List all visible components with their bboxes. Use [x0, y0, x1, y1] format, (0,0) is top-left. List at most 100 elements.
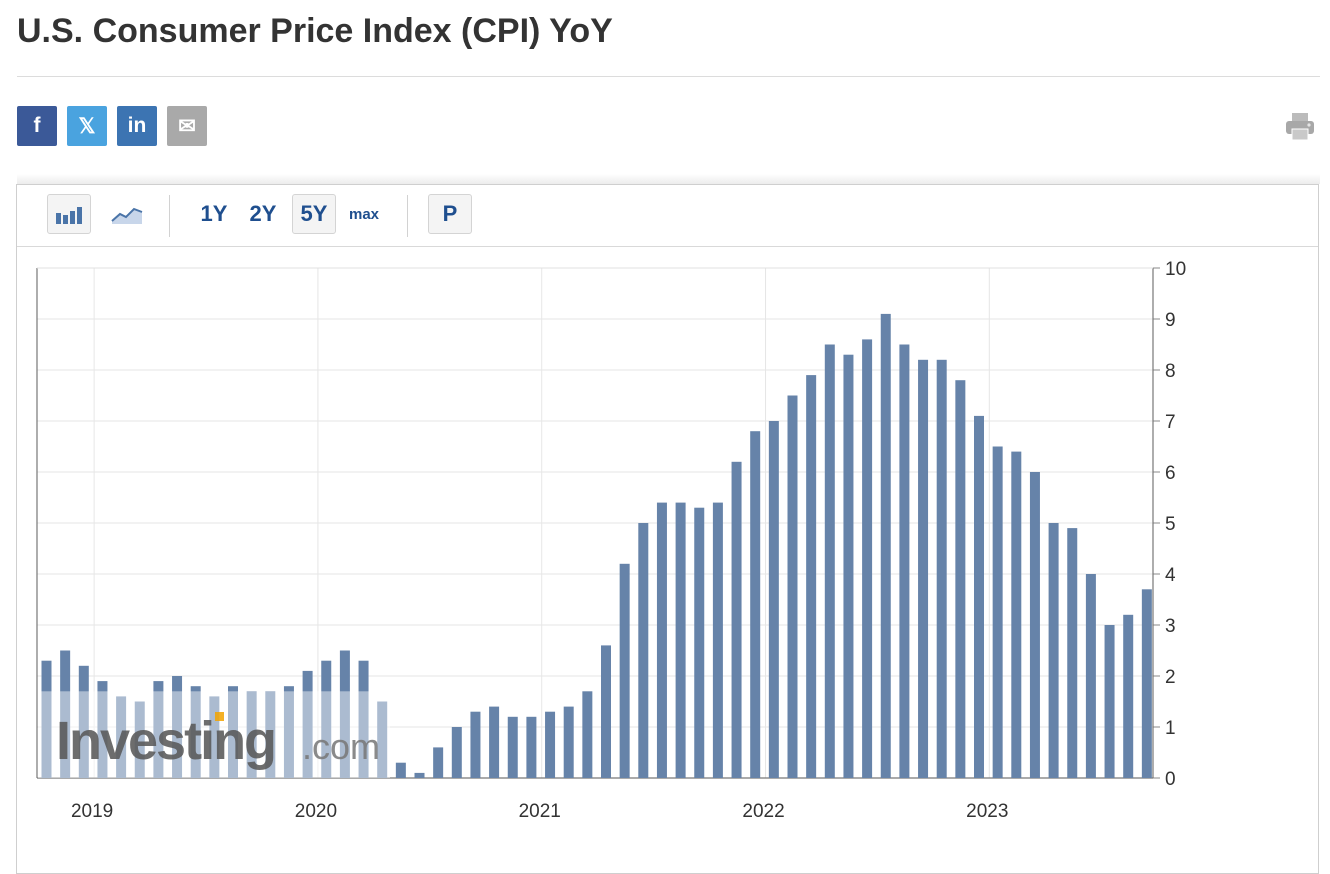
cpi-bar [97, 681, 108, 778]
cpi-bar [638, 523, 649, 778]
cpi-bar [321, 660, 332, 778]
cpi-bar [992, 446, 1003, 778]
cpi-bar [936, 359, 947, 778]
cpi-bar [1123, 614, 1134, 778]
cpi-bar [153, 681, 164, 778]
cpi-bar [1011, 451, 1022, 778]
cpi-bar [265, 691, 276, 778]
cpi-bar [824, 344, 835, 778]
p-label: P [442, 201, 458, 226]
share-bar: f 𝕏 in ✉ [17, 106, 207, 146]
toolbar-separator [407, 195, 408, 237]
cpi-bar [619, 563, 630, 778]
cpi-bar [526, 716, 537, 778]
y-tick-label: 5 [1165, 514, 1176, 535]
cpi-bar [507, 716, 518, 778]
range-max-button[interactable]: max [343, 194, 385, 234]
email-button[interactable]: ✉ [167, 106, 207, 146]
linkedin-button[interactable]: in [117, 106, 157, 146]
range-1y-button[interactable]: 1Y [193, 194, 235, 234]
cpi-bar [806, 375, 817, 778]
cpi-bar [60, 650, 71, 778]
cpi-bar [918, 359, 929, 778]
x-tick-label: 2022 [742, 801, 784, 822]
cpi-bar [899, 344, 910, 778]
y-tick-label: 7 [1165, 412, 1176, 433]
cpi-bar [601, 645, 611, 778]
watermark-suffix: .com [302, 726, 380, 767]
cpi-bar [228, 686, 238, 778]
cpi-bar [134, 701, 145, 778]
cpi-bar [1029, 472, 1040, 778]
cpi-bar [283, 686, 294, 778]
line-chart-button[interactable] [105, 194, 149, 234]
cpi-bar [489, 706, 500, 778]
y-tick-label: 10 [1165, 259, 1186, 280]
cpi-bar [41, 660, 52, 778]
cpi-bar [563, 706, 574, 778]
toolbar-separator [169, 195, 170, 237]
p-button[interactable]: P [428, 194, 472, 234]
cpi-bar [880, 313, 891, 778]
cpi-bar [656, 502, 667, 778]
cpi-chart: 0 1 2 3 4 5 6 7 8 9 10 2019 2020 2021 2022 2023 Investin… [36, 259, 1186, 822]
print-icon[interactable] [1284, 110, 1316, 142]
x-icon: 𝕏 [78, 114, 96, 138]
cpi-bar [395, 762, 406, 778]
range-1y-label: 1Y [200, 201, 228, 226]
cpi-bar [974, 415, 984, 778]
range-max-label: max [348, 205, 380, 223]
cpi-bar [1067, 528, 1078, 778]
watermark-dot [215, 712, 224, 721]
watermark-brand: Investing [56, 711, 275, 771]
x-button[interactable]: 𝕏 [67, 106, 107, 146]
y-tick-label: 2 [1165, 667, 1176, 688]
cpi-bar [1085, 574, 1096, 778]
bar-chart-icon [56, 207, 82, 224]
cpi-bar [1104, 625, 1115, 778]
linkedin-icon: in [127, 114, 147, 137]
bar-chart-button[interactable] [47, 194, 91, 234]
y-tick-label: 9 [1165, 310, 1176, 331]
cpi-bar [302, 670, 313, 778]
cpi-bar [768, 421, 779, 778]
x-tick-label: 2023 [966, 801, 1008, 822]
cpi-bar [1048, 523, 1059, 778]
x-tick-label: 2021 [519, 801, 561, 822]
cpi-bar [750, 431, 761, 778]
cpi-bar [433, 747, 444, 778]
y-tick-label: 4 [1165, 565, 1176, 586]
cpi-bar [414, 772, 425, 778]
range-2y-button[interactable]: 2Y [242, 194, 284, 234]
cpi-bar [712, 502, 723, 778]
y-tick-label: 1 [1165, 718, 1176, 739]
frame-shadow [17, 174, 1320, 184]
chart-toolbar: 1Y 2Y 5Y max P [17, 185, 1318, 247]
title-divider [17, 76, 1320, 77]
y-tick-label: 0 [1165, 769, 1176, 790]
x-tick-label: 2020 [295, 801, 337, 822]
y-tick-label: 8 [1165, 361, 1176, 382]
cpi-bar [545, 711, 556, 778]
cpi-bar [246, 691, 257, 778]
cpi-bar [377, 701, 388, 778]
cpi-bar [1141, 589, 1152, 778]
cpi-bar [470, 711, 481, 778]
facebook-icon: f [33, 114, 41, 137]
cpi-bar [358, 660, 369, 778]
cpi-bar [209, 696, 220, 778]
facebook-button[interactable]: f [17, 106, 57, 146]
cpi-bar [675, 502, 686, 778]
cpi-bar [172, 676, 183, 778]
cpi-bar [582, 691, 593, 778]
range-5y-label: 5Y [300, 201, 328, 226]
cpi-bar [190, 686, 201, 778]
cpi-bar [862, 339, 873, 778]
cpi-bar [116, 696, 127, 778]
cpi-bar [787, 395, 798, 778]
range-5y-button[interactable]: 5Y [292, 194, 336, 234]
watermark-backdrop [38, 691, 390, 778]
page-title: U.S. Consumer Price Index (CPI) YoY [17, 12, 613, 50]
cpi-bar [843, 354, 854, 778]
range-2y-label: 2Y [249, 201, 277, 226]
